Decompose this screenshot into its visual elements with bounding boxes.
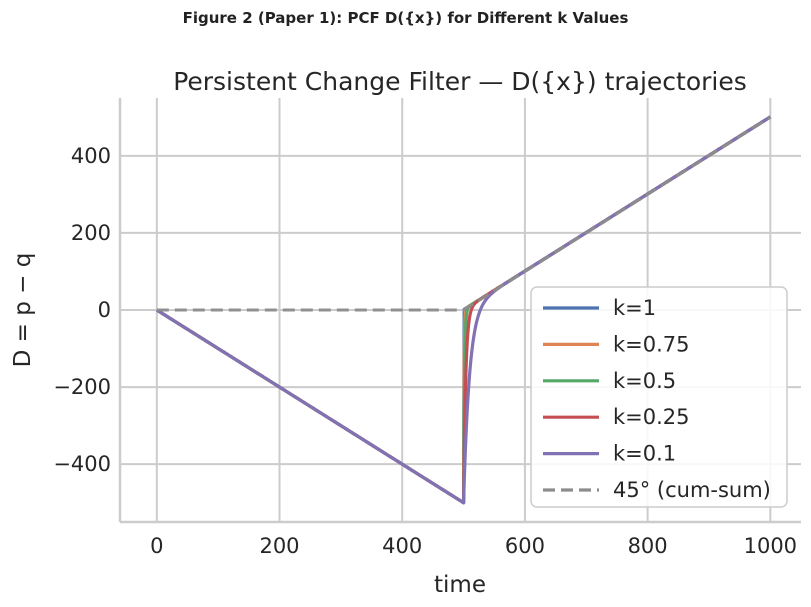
legend-label: k=0.1 (613, 442, 676, 466)
x-axis-label: time (434, 572, 486, 598)
legend-label: 45° (cum-sum) (613, 478, 771, 502)
series-lines (155, 115, 772, 505)
axes (118, 98, 801, 524)
x-tick-label: 600 (505, 534, 545, 558)
x-tick-label: 1000 (744, 534, 797, 558)
y-tick-label: 200 (71, 221, 111, 245)
y-ticks: −400 −200 0 200 400 (53, 144, 111, 476)
legend-label: k=0.5 (613, 369, 676, 393)
y-tick-label: 400 (71, 144, 111, 168)
legend: k=1 k=0.75 k=0.5 k=0.25 k=0.1 45° (cum-sum) (530, 286, 788, 508)
x-ticks: 0 200 400 600 800 1000 (150, 534, 797, 558)
y-tick-label: −200 (53, 375, 111, 399)
chart-title: Persistent Change Filter — D({x}) trajec… (173, 67, 747, 96)
legend-label: k=0.25 (613, 405, 690, 429)
legend-box (530, 286, 788, 508)
x-tick-label: 0 (150, 534, 163, 558)
y-tick-label: 0 (98, 298, 111, 322)
legend-label: k=0.75 (613, 332, 690, 356)
y-tick-label: −400 (53, 452, 111, 476)
series-line-45-cum-sum- (156, 115, 772, 312)
y-axis-label: D = p − q (10, 253, 36, 368)
x-tick-label: 800 (628, 534, 668, 558)
legend-label: k=1 (613, 296, 656, 320)
x-tick-label: 400 (382, 534, 422, 558)
x-tick-label: 200 (259, 534, 299, 558)
figure-title: Figure 2 (Paper 1): PCF D({x}) for Diffe… (182, 9, 629, 27)
